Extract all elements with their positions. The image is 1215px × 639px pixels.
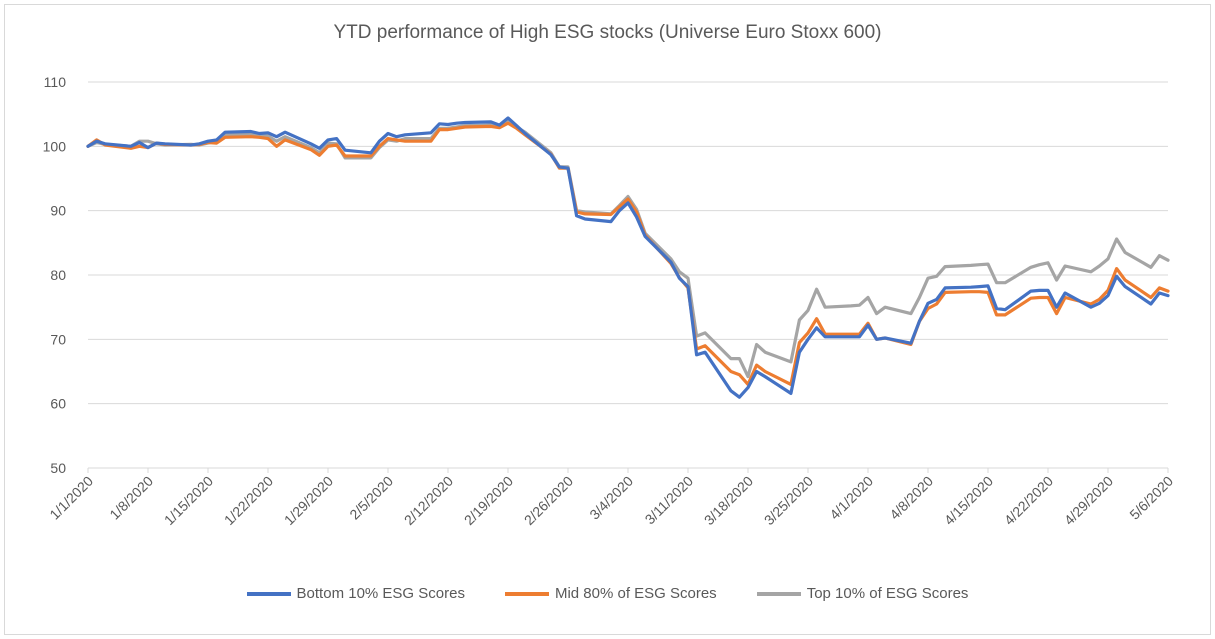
chart-legend: Bottom 10% ESG Scores Mid 80% of ESG Sco…	[0, 585, 1215, 602]
legend-item-mid-80: Mid 80% of ESG Scores	[504, 585, 717, 602]
series-line-bottom-10-esg-scores	[86, 116, 1170, 399]
x-tick-label: 4/1/2020	[826, 473, 876, 523]
chart-frame	[4, 4, 1211, 635]
y-tick-label: 70	[50, 331, 66, 347]
legend-item-bottom-10: Bottom 10% ESG Scores	[246, 585, 465, 602]
x-tick-label: 4/29/2020	[1061, 473, 1117, 529]
series-line-top-10-of-esg-scores	[86, 118, 1170, 379]
x-tick-label: 4/8/2020	[886, 473, 936, 523]
legend-swatch-mid-80	[504, 591, 549, 596]
legend-swatch-bottom-10	[246, 591, 291, 596]
x-tick-label: 4/15/2020	[941, 473, 997, 529]
x-tick-label: 1/1/2020	[46, 473, 96, 523]
x-tick-label: 3/18/2020	[701, 473, 757, 529]
legend-item-top-10: Top 10% of ESG Scores	[756, 585, 969, 602]
series-line-mid-80-of-esg-scores	[86, 121, 1170, 386]
y-tick-label: 90	[50, 203, 66, 219]
x-tick-label: 1/22/2020	[221, 473, 277, 529]
x-tick-label: 2/12/2020	[401, 473, 457, 529]
y-tick-label: 50	[50, 460, 66, 476]
x-tick-label: 1/15/2020	[161, 473, 217, 529]
x-tick-label: 3/4/2020	[586, 473, 636, 523]
y-tick-label: 110	[44, 74, 67, 90]
x-tick-label: 3/11/2020	[641, 473, 696, 528]
x-tick-label: 2/19/2020	[461, 473, 517, 529]
chart-title: YTD performance of High ESG stocks (Univ…	[333, 22, 882, 43]
legend-label-bottom-10: Bottom 10% ESG Scores	[296, 585, 465, 602]
x-tick-label: 5/6/2020	[1126, 473, 1176, 523]
y-tick-label: 80	[50, 267, 66, 283]
legend-swatch-top-10	[756, 591, 801, 596]
x-tick-label: 1/8/2020	[106, 473, 156, 523]
x-tick-label: 2/26/2020	[521, 473, 577, 529]
x-tick-label: 4/22/2020	[1001, 473, 1057, 529]
x-tick-label: 2/5/2020	[346, 473, 396, 523]
y-tick-label: 60	[50, 396, 66, 412]
y-tick-label: 100	[43, 138, 67, 154]
legend-label-mid-80: Mid 80% of ESG Scores	[554, 585, 717, 602]
x-tick-label: 1/29/2020	[281, 473, 337, 529]
x-tick-label: 3/25/2020	[761, 473, 817, 529]
legend-label-top-10: Top 10% of ESG Scores	[806, 585, 969, 602]
